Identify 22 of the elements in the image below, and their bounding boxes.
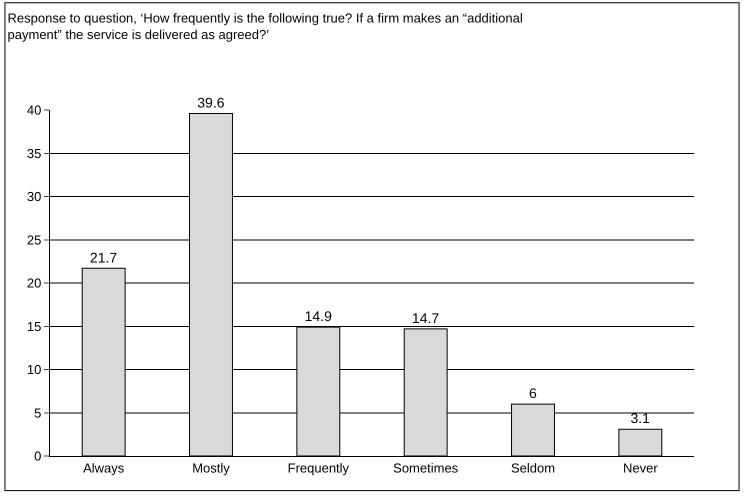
y-tick-label: 35 — [26, 146, 42, 161]
data-label: 39.6 — [197, 94, 225, 110]
x-tick-label: Seldom — [510, 460, 556, 476]
data-label: 6 — [529, 385, 537, 402]
x-tick-label: Frequently — [288, 460, 350, 476]
y-tick-label: 0 — [34, 448, 42, 464]
y-tick-label: 15 — [26, 318, 42, 334]
data-label: 3.1 — [630, 410, 650, 426]
y-tick-label: 5 — [34, 405, 42, 420]
y-tick-label: 10 — [26, 362, 42, 378]
x-tick-label: Sometimes — [393, 460, 459, 476]
y-tick-label: 25 — [26, 232, 42, 248]
x-tick-label: Mostly — [192, 460, 230, 476]
data-label: 14.7 — [412, 310, 440, 326]
y-tick-label: 20 — [26, 276, 42, 291]
y-tick-label: 40 — [26, 102, 42, 118]
x-tick-label: Never — [622, 460, 658, 476]
y-tick-label: 30 — [26, 189, 42, 204]
x-tick-label: Always — [83, 460, 125, 476]
data-label: 21.7 — [90, 249, 118, 266]
chart-title: Response to question, ‘How frequently is the following true? If a firm makes an “additional payment” the service is delivered as agreed?’ — [8, 10, 523, 42]
data-label: 14.9 — [304, 308, 332, 324]
